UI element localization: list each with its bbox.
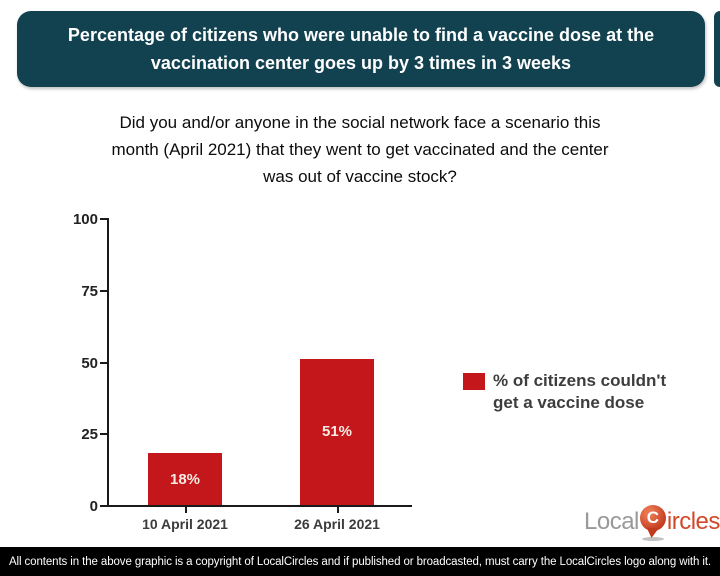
y-tick-label: 0 bbox=[89, 498, 98, 515]
y-tick-label: 25 bbox=[81, 426, 98, 444]
copyright-bar: All contents in the above graphic is a c… bbox=[0, 547, 720, 576]
logo-pin-shadow bbox=[641, 537, 664, 541]
logo-pin-letter: C bbox=[639, 505, 666, 531]
bar-1: 18% bbox=[148, 453, 222, 505]
bar-value-label: 18% bbox=[169, 470, 201, 488]
y-tick-label: 50 bbox=[81, 354, 98, 372]
question-line-3: was out of vaccine stock? bbox=[263, 167, 457, 186]
legend-swatch bbox=[463, 373, 485, 390]
y-tick-label: 75 bbox=[81, 282, 98, 300]
logo-text-ircles: ircles bbox=[666, 508, 720, 535]
y-tick bbox=[100, 505, 107, 507]
x-axis bbox=[100, 505, 412, 507]
title-banner: Percentage of citizens who were unable t… bbox=[17, 11, 705, 87]
survey-question: Did you and/or anyone in the social netw… bbox=[0, 109, 720, 190]
copyright-text: All contents in the above graphic is a c… bbox=[8, 555, 712, 568]
y-tick bbox=[100, 218, 107, 220]
logo-pin-icon: C bbox=[639, 503, 666, 541]
title-line-2: vaccination center goes up by 3 times in… bbox=[150, 53, 572, 73]
bar-2: 51% bbox=[300, 358, 374, 505]
question-line-1: Did you and/or anyone in the social netw… bbox=[119, 113, 601, 132]
y-tick bbox=[100, 361, 107, 364]
x-tick bbox=[337, 507, 339, 513]
y-tick-label: 100 bbox=[72, 211, 98, 228]
title-line-1: Percentage of citizens who were unable t… bbox=[67, 25, 655, 45]
x-tick-label: 10 April 2021 bbox=[142, 516, 228, 532]
y-tick bbox=[100, 289, 107, 292]
chart-legend: % of citizens couldn't get a vaccine dos… bbox=[463, 370, 673, 414]
logo-text-local: Local bbox=[584, 508, 639, 535]
x-tick-label: 26 April 2021 bbox=[294, 516, 380, 532]
legend-label: % of citizens couldn't get a vaccine dos… bbox=[493, 371, 667, 412]
y-axis bbox=[107, 218, 109, 507]
bar-value-label: 51% bbox=[321, 423, 353, 441]
x-tick bbox=[185, 507, 187, 513]
y-tick bbox=[100, 433, 107, 436]
next-slide-edge bbox=[714, 11, 720, 87]
localcircles-logo: Local C ircles bbox=[584, 503, 720, 541]
question-line-2: month (April 2021) that they went to get… bbox=[111, 140, 609, 159]
